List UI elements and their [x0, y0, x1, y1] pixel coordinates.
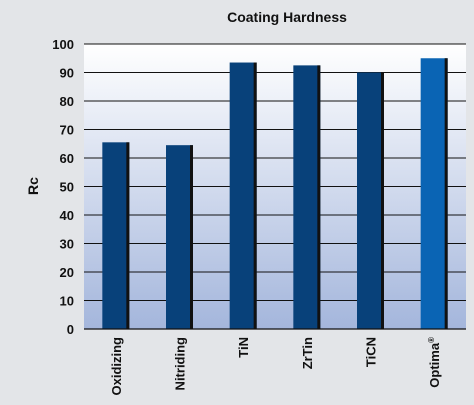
x-category-label: TiCN [364, 337, 379, 367]
bar-tin [229, 62, 257, 330]
bar-ticn [357, 72, 384, 329]
chart-title: Coating Hardness [227, 9, 347, 25]
x-category-label: Oxidizing [109, 337, 124, 396]
y-tick-label: 90 [60, 66, 74, 81]
y-axis-label: Rc [25, 177, 41, 195]
y-tick-label: 50 [60, 180, 74, 195]
y-tick-label: 60 [60, 151, 74, 166]
y-tick-label: 10 [60, 294, 74, 309]
grid-lines [84, 43, 466, 330]
y-tick-label: 0 [67, 322, 74, 337]
bar-shadow [317, 65, 321, 329]
y-axis-ticks: 0 10 20 30 40 50 60 70 80 90 100 [52, 37, 74, 337]
bars [102, 58, 448, 330]
bar-oxidizing [102, 142, 130, 329]
bar-zrtin [293, 65, 321, 329]
y-tick-label: 40 [60, 208, 74, 223]
bar-shadow [126, 142, 130, 329]
bar-shadow [253, 62, 257, 330]
x-category-label: TiN [236, 337, 251, 358]
bar-shadow [381, 72, 384, 329]
x-axis-categories: Oxidizing Nitriding TiN ZrTin TiCN Optima® [109, 337, 442, 396]
y-tick-label: 20 [60, 265, 74, 280]
y-tick-label: 100 [52, 37, 74, 52]
y-tick-label: 80 [60, 94, 74, 109]
y-tick-label: 70 [60, 123, 74, 138]
bar-shadow [444, 58, 448, 329]
bar-optima [420, 58, 448, 329]
bar-nitriding [166, 145, 193, 329]
x-category-label: ZrTin [300, 337, 315, 369]
x-category-label: Optima® [427, 337, 442, 388]
bar-shadow [190, 145, 193, 329]
x-category-label: Nitriding [173, 337, 188, 390]
y-tick-label: 30 [60, 237, 74, 252]
